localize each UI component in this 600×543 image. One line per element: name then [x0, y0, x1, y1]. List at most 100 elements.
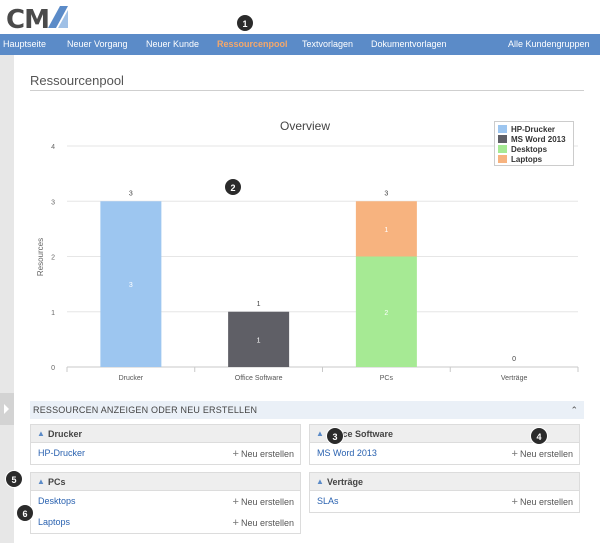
new-resource-button[interactable]: + Neu erstellen [512, 448, 573, 460]
legend-label: HP-Drucker [511, 124, 556, 134]
legend-label: Desktops [511, 144, 548, 154]
chevron-up-icon[interactable]: ⌃ [570, 405, 578, 415]
chevron-right-icon [4, 404, 9, 414]
x-tick-label: Verträge [501, 375, 528, 382]
bar-total-label: 3 [384, 190, 388, 197]
nav-item-neuer-kunde[interactable]: Neuer Kunde [146, 39, 200, 49]
resource-group-title: Office Software [327, 429, 394, 439]
bar-total-label: 0 [512, 356, 516, 363]
legend-item[interactable]: Desktops [498, 144, 570, 154]
callout-badge-1: 1 [236, 14, 254, 32]
legend-swatch [498, 155, 507, 163]
resource-link-hp-drucker[interactable]: HP-Drucker [38, 448, 86, 458]
x-tick-label: Drucker [119, 375, 144, 382]
new-resource-label: Neu erstellen [519, 497, 573, 507]
y-tick-label: 1 [51, 310, 55, 317]
resource-link-ms-word-2013[interactable]: MS Word 2013 [317, 448, 377, 458]
resource-group-header: ▲ Office Software [310, 425, 579, 443]
app-logo-mark [48, 6, 68, 28]
resource-group-header: ▲ PCs [31, 473, 300, 491]
resource-link-desktops[interactable]: Desktops [38, 496, 76, 506]
sidebar-expand-handle[interactable] [0, 393, 14, 425]
legend-label: Laptops [511, 154, 543, 164]
y-tick-label: 3 [51, 199, 55, 206]
resource-row: MS Word 2013 + Neu erstellen [310, 443, 579, 464]
bar-segment-value-label: 3 [129, 282, 133, 289]
plus-icon: + [232, 496, 239, 508]
x-tick-label: Office Software [235, 375, 283, 382]
chart-title: Overview [280, 119, 330, 133]
new-resource-label: Neu erstellen [519, 449, 573, 459]
callout-badge-5: 5 [5, 470, 23, 488]
new-resource-button[interactable]: + Neu erstellen [233, 517, 294, 529]
resource-group-pcs: ▲ PCs Desktops + Neu erstellen Laptops + N… [30, 472, 301, 534]
plus-icon: + [511, 496, 518, 508]
bar-segment-ms-word-2013 [228, 311, 290, 367]
home-icon: ▲ [37, 477, 45, 486]
bar-segment-value-label: 1 [257, 337, 261, 344]
callout-badge-2: 2 [224, 178, 242, 196]
nav-item-textvorlagen[interactable]: Textvorlagen [302, 39, 354, 49]
title-divider [30, 90, 584, 91]
resource-link-slas[interactable]: SLAs [317, 496, 339, 506]
resource-row: HP-Drucker + Neu erstellen [31, 443, 300, 464]
legend-swatch [498, 125, 507, 133]
legend-item[interactable]: MS Word 2013 [498, 134, 570, 144]
legend-swatch [498, 145, 507, 153]
new-resource-button[interactable]: + Neu erstellen [512, 496, 573, 508]
home-icon: ▲ [316, 429, 324, 438]
home-icon: ▲ [316, 477, 324, 486]
nav-item-ressourcenpool[interactable]: Ressourcenpool [217, 39, 288, 49]
new-resource-label: Neu erstellen [240, 518, 294, 528]
header-bar: CM [0, 0, 600, 35]
nav-item-neuer-vorgang[interactable]: Neuer Vorgang [67, 39, 128, 49]
y-tick-label: 0 [51, 365, 55, 372]
bar-total-label: 1 [257, 301, 261, 308]
bar-segment-desktops [355, 256, 417, 367]
plus-icon: + [232, 448, 239, 460]
resource-group-vertraege: ▲ Verträge SLAs + Neu erstellen [309, 472, 580, 513]
y-tick-label: 2 [51, 255, 55, 262]
legend-label: MS Word 2013 [511, 134, 566, 144]
callout-badge-6: 6 [16, 504, 34, 522]
plus-icon: + [511, 448, 518, 460]
legend-swatch [498, 135, 507, 143]
y-tick-label: 4 [51, 144, 55, 151]
new-resource-button[interactable]: + Neu erstellen [233, 448, 294, 460]
resource-group-drucker: ▲ Drucker HP-Drucker + Neu erstellen [30, 424, 301, 465]
callout-badge-4: 4 [530, 427, 548, 445]
chart-legend: HP-Drucker MS Word 2013 Desktops Laptops [494, 121, 574, 166]
new-resource-button[interactable]: + Neu erstellen [233, 496, 294, 508]
resource-row: SLAs + Neu erstellen [310, 491, 579, 512]
y-axis-label: Resources [36, 238, 45, 276]
main-nav: Hauptseite Neuer Vorgang Neuer Kunde Res… [0, 34, 600, 55]
sidebar-collapsed [0, 55, 14, 543]
nav-item-hauptseite[interactable]: Hauptseite [3, 39, 47, 49]
resources-panel-title: RESSOURCEN ANZEIGEN ODER NEU ERSTELLEN [33, 405, 258, 415]
resource-group-title: Verträge [327, 477, 364, 487]
resource-group-title: PCs [48, 477, 66, 487]
bar-segment-value-label: 2 [384, 310, 388, 317]
new-resource-label: Neu erstellen [240, 449, 294, 459]
home-icon: ▲ [37, 429, 45, 438]
new-resource-label: Neu erstellen [240, 497, 294, 507]
bar-total-label: 3 [129, 190, 133, 197]
plus-icon: + [232, 517, 239, 529]
callout-badge-3: 3 [326, 427, 344, 445]
x-tick-label: PCs [380, 375, 394, 382]
nav-item-alle-kundengruppen[interactable]: Alle Kundengruppen [508, 39, 590, 49]
bar-segment-laptops [355, 201, 417, 257]
page-title: Ressourcenpool [30, 73, 124, 88]
resource-group-title: Drucker [48, 429, 83, 439]
resources-panel-header[interactable]: RESSOURCEN ANZEIGEN ODER NEU ERSTELLEN ⌃ [30, 401, 584, 419]
bar-segment-hp-drucker [100, 201, 162, 367]
legend-item[interactable]: HP-Drucker [498, 124, 570, 134]
resource-link-laptops[interactable]: Laptops [38, 517, 71, 527]
nav-item-dokumentvorlagen[interactable]: Dokumentvorlagen [371, 39, 447, 49]
resource-group-header: ▲ Drucker [31, 425, 300, 443]
resource-group-header: ▲ Verträge [310, 473, 579, 491]
legend-item[interactable]: Laptops [498, 154, 570, 164]
resource-row: Desktops + Neu erstellen [31, 491, 300, 512]
bar-segment-value-label: 1 [384, 227, 388, 234]
resources-overview-chart: Overview Resources 0 1 2 3 4 3 3 Drucker 1 1 Office … [36, 119, 579, 382]
